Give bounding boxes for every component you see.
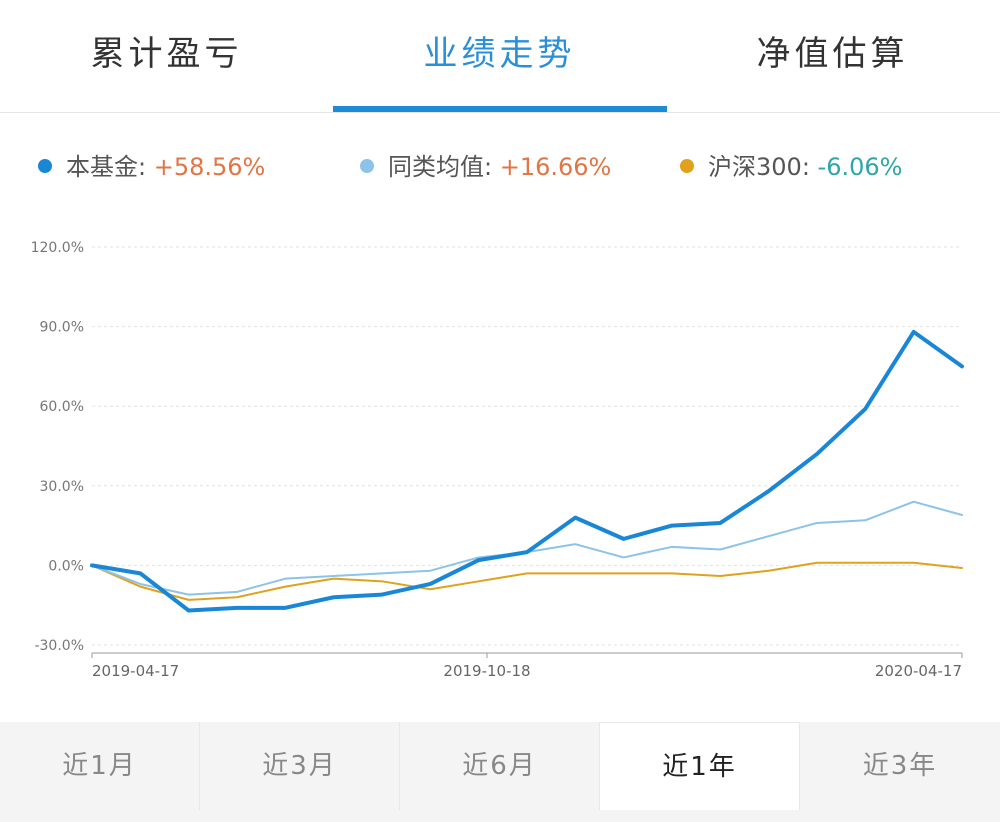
legend-value-peer-avg: +16.66% bbox=[499, 153, 612, 181]
active-tab-indicator bbox=[333, 106, 667, 112]
range-button-3m[interactable]: 近3月 bbox=[200, 722, 400, 810]
legend-label-csi300: 沪深300 bbox=[708, 153, 802, 181]
legend-label-peer-avg: 同类均值 bbox=[388, 153, 484, 181]
legend-value-fund: +58.56% bbox=[153, 153, 266, 181]
range-button-6m[interactable]: 近6月 bbox=[400, 722, 600, 810]
y-tick-label: 0.0% bbox=[48, 558, 84, 574]
tab-performance-trend[interactable]: 业绩走势 bbox=[423, 34, 576, 74]
time-range-selector: 近1月 近3月 近6月 近1年 近3年 bbox=[0, 722, 1000, 822]
legend-value-csi300: -6.06% bbox=[817, 153, 903, 181]
range-button-1m[interactable]: 近1月 bbox=[0, 722, 200, 810]
series-line-csi300 bbox=[91, 561, 963, 601]
chart-legend: 本基金: +58.56% 同类均值: +16.66% 沪深300: -6.06% bbox=[0, 142, 1000, 192]
range-button-3y[interactable]: 近3年 bbox=[800, 722, 1000, 810]
performance-line-chart: 120.0% 90.0% 60.0% 30.0% 0.0% -30.0% 2019-04-1… bbox=[31, 240, 964, 680]
tab-bar: 累计盈亏 业绩走势 净值估算 bbox=[0, 0, 1000, 113]
legend-item-csi300: 沪深300: -6.06% bbox=[680, 142, 902, 192]
x-tick-label: 2019-10-18 bbox=[443, 662, 530, 680]
y-tick-label: 60.0% bbox=[40, 399, 84, 415]
range-bar-footer bbox=[0, 810, 1000, 822]
x-tick-label: 2019-04-17 bbox=[92, 662, 179, 680]
y-tick-label: 120.0% bbox=[31, 240, 84, 256]
range-button-1y[interactable]: 近1年 bbox=[600, 722, 800, 811]
y-tick-label: 90.0% bbox=[40, 320, 84, 336]
tab-nav-estimate[interactable]: 净值估算 bbox=[756, 34, 909, 74]
y-tick-label: 30.0% bbox=[40, 479, 84, 495]
legend-dot-peer-avg bbox=[360, 159, 374, 173]
series-line-fund bbox=[90, 329, 964, 613]
legend-dot-fund bbox=[38, 159, 52, 173]
y-tick-label: -30.0% bbox=[34, 638, 84, 654]
legend-dot-csi300 bbox=[680, 159, 694, 173]
tab-cumulative-profit[interactable]: 累计盈亏 bbox=[90, 34, 243, 74]
legend-label-fund: 本基金 bbox=[66, 153, 138, 181]
series-line-peer-avg bbox=[91, 500, 963, 596]
legend-item-fund: 本基金: +58.56% bbox=[38, 142, 265, 192]
legend-item-peer-avg: 同类均值: +16.66% bbox=[360, 142, 611, 192]
x-tick-label: 2020-04-17 bbox=[875, 662, 962, 680]
